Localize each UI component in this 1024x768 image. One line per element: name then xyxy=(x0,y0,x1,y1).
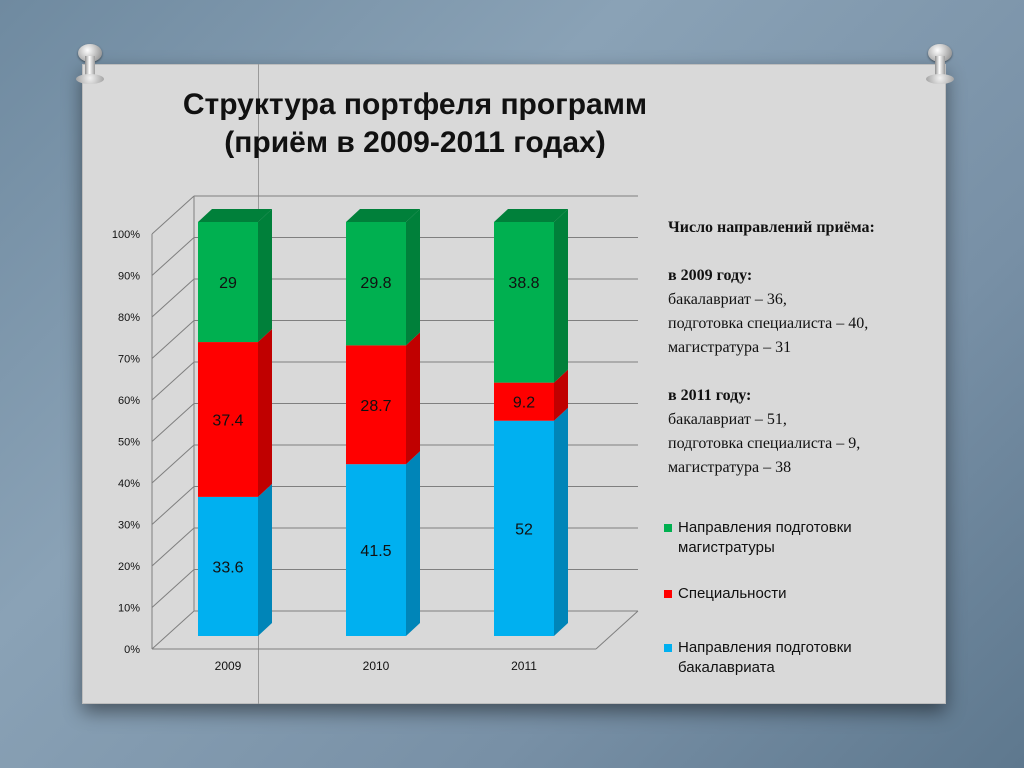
legend-label-master: Направления подготовки магистратуры xyxy=(678,519,852,556)
y-tick-label: 40% xyxy=(118,478,140,490)
x-tick-label: 2010 xyxy=(363,659,390,673)
gridline-diagonal xyxy=(151,444,195,484)
bar-top-face xyxy=(198,209,272,222)
info-block-2009-line: подготовка специалиста – 40, xyxy=(668,315,869,332)
info-panel: Число направлений приёма: в 2009 году: б… xyxy=(668,216,958,480)
legend-label-bachelor: Направления подготовки бакалавриата xyxy=(678,639,852,676)
bar-segment-side xyxy=(258,483,272,636)
bar-segment-side xyxy=(406,209,420,346)
bar-segment xyxy=(346,222,406,346)
y-tick-label: 80% xyxy=(118,312,140,324)
data-label: 52 xyxy=(515,521,533,538)
data-label: 38.8 xyxy=(508,275,539,292)
bar-segment xyxy=(198,342,258,497)
info-block-2011-line: бакалавриат – 51, xyxy=(668,411,787,428)
info-block-2011-line: магистратура – 38 xyxy=(668,459,792,476)
gridline-diagonal xyxy=(151,237,195,276)
x-tick-label: 2009 xyxy=(215,659,242,673)
bar-segment xyxy=(198,222,258,343)
chart-legend: Направления подготовки магистратуры Спец… xyxy=(664,518,914,678)
gridline-diagonal xyxy=(151,361,195,401)
data-label: 28.7 xyxy=(360,398,391,415)
legend-swatch-specialist xyxy=(664,590,672,598)
bar-segment-side xyxy=(406,451,420,636)
y-tick-label: 60% xyxy=(118,395,140,407)
pushpin-right-icon xyxy=(922,44,958,84)
data-label: 29.8 xyxy=(360,275,391,292)
data-label: 37.4 xyxy=(212,412,243,429)
gridline-diagonal xyxy=(151,195,195,235)
gridline-diagonal xyxy=(151,569,195,608)
bar-segment-side xyxy=(406,332,420,465)
legend-item-master: Направления подготовки магистратуры xyxy=(664,518,914,558)
bar-segment-side xyxy=(554,407,568,636)
data-label: 9.2 xyxy=(513,395,535,412)
y-tick-label: 20% xyxy=(118,561,140,573)
info-block-2009-line: бакалавриат – 36, xyxy=(668,291,787,308)
legend-label-specialist: Специальности xyxy=(678,585,787,602)
gridline-diagonal xyxy=(151,527,195,567)
bar-top-face xyxy=(494,209,568,222)
gridline-diagonal xyxy=(151,403,195,442)
floor-right-edge xyxy=(595,610,639,650)
y-tick-label: 100% xyxy=(112,229,140,241)
info-block-2011-line: подготовка специалиста – 9, xyxy=(668,435,861,452)
info-block-2009-line: магистратура – 31 xyxy=(668,339,792,356)
bar-segment xyxy=(494,420,554,636)
x-tick-label: 2011 xyxy=(511,659,537,673)
title-line-1: Структура портфеля программ xyxy=(182,88,648,121)
bar-segment-side xyxy=(554,369,568,421)
legend-item-bachelor: Направления подготовки бакалавриата xyxy=(664,638,914,678)
y-tick-label: 90% xyxy=(118,271,140,283)
gridline-diagonal xyxy=(151,278,195,318)
bar-segment-side xyxy=(258,329,272,497)
info-block-2009-heading: в 2009 году: xyxy=(668,267,753,284)
data-label: 29 xyxy=(219,275,237,292)
y-tick-label: 70% xyxy=(118,354,140,366)
pushpin-left-icon xyxy=(72,44,108,84)
slide-title: Структура портфеля программ (приём в 200… xyxy=(150,86,680,162)
bar-segment xyxy=(494,222,554,383)
legend-item-specialist: Специальности xyxy=(664,584,914,604)
y-tick-label: 0% xyxy=(124,644,140,656)
bar-top-face xyxy=(346,209,420,222)
bar-segment-side xyxy=(554,209,568,383)
y-tick-label: 10% xyxy=(118,603,140,615)
y-tick-label: 50% xyxy=(118,437,140,449)
bar-segment xyxy=(494,382,554,421)
gridline-diagonal xyxy=(151,320,195,359)
data-label: 41.5 xyxy=(360,543,391,560)
legend-swatch-bachelor xyxy=(664,644,672,652)
title-line-2: (приём в 2009-2011 годах) xyxy=(224,126,606,159)
bar-segment xyxy=(346,345,406,465)
bar-segment-side xyxy=(258,209,272,343)
legend-swatch-master xyxy=(664,524,672,532)
info-heading: Число направлений приёма: xyxy=(668,219,875,236)
bar-segment xyxy=(198,496,258,636)
bar-segment xyxy=(346,464,406,636)
gridline-diagonal xyxy=(151,486,195,525)
gridline-diagonal xyxy=(151,610,195,650)
info-block-2011-heading: в 2011 году: xyxy=(668,387,752,404)
data-label: 33.6 xyxy=(212,559,243,576)
y-tick-label: 30% xyxy=(118,520,140,532)
